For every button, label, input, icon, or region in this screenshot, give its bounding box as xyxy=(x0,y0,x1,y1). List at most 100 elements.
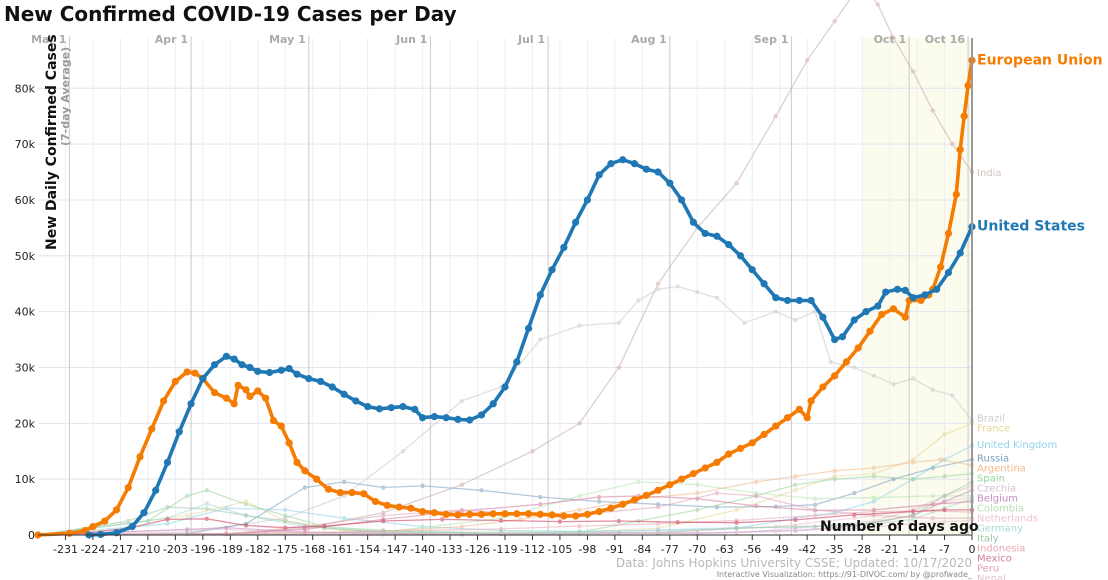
data-point xyxy=(184,493,190,499)
x-tick-label: -196 xyxy=(190,543,215,556)
data-point xyxy=(459,507,465,513)
data-point xyxy=(204,516,209,522)
data-point xyxy=(930,493,935,499)
data-point xyxy=(812,502,818,508)
data-point xyxy=(893,285,902,293)
data-point xyxy=(187,400,195,408)
data-point xyxy=(819,383,827,391)
series-end-label: Colombia xyxy=(977,503,1024,514)
data-point xyxy=(910,517,916,522)
data-point xyxy=(812,507,818,513)
data-point xyxy=(165,504,170,510)
data-point xyxy=(852,490,857,496)
x-tick-label: -140 xyxy=(410,543,435,556)
data-point xyxy=(689,469,697,478)
data-point xyxy=(459,482,465,487)
data-point xyxy=(713,232,721,240)
data-point xyxy=(871,373,877,379)
data-point xyxy=(616,518,622,524)
data-point xyxy=(269,416,278,425)
data-point xyxy=(399,402,407,411)
data-point xyxy=(917,296,925,305)
data-point xyxy=(572,218,580,226)
data-point xyxy=(498,518,504,523)
data-point xyxy=(714,490,720,496)
x-tick-label: -49 xyxy=(771,543,789,556)
data-point xyxy=(828,359,833,365)
data-point xyxy=(772,422,780,430)
data-point xyxy=(734,526,739,531)
data-point xyxy=(831,335,839,344)
date-marker-label: May 1 xyxy=(269,33,306,46)
data-point xyxy=(242,386,250,394)
data-point xyxy=(964,81,972,90)
series-nepal xyxy=(35,518,975,538)
data-point xyxy=(577,523,582,529)
data-point xyxy=(234,381,242,389)
data-point xyxy=(442,510,450,518)
data-point xyxy=(607,160,615,168)
data-point xyxy=(675,284,680,289)
series-end-label: European Union xyxy=(977,52,1103,68)
data-point xyxy=(572,512,580,520)
data-point xyxy=(285,364,293,373)
date-marker-label: Apr 1 xyxy=(155,33,188,46)
data-point xyxy=(210,389,219,397)
series-end-label: India xyxy=(977,168,1002,179)
x-tick-label: -119 xyxy=(493,543,518,556)
date-markers: Mar 1 Apr 1 May 1 Jun 1 Jul 1 Aug 1 Sep 1 Oct 1… xyxy=(31,33,969,535)
data-point xyxy=(654,486,662,494)
series-end-label: Spain xyxy=(977,473,1005,484)
x-tick-label: -7 xyxy=(939,543,950,556)
data-point xyxy=(140,509,148,517)
data-point xyxy=(956,249,964,257)
data-point xyxy=(381,513,386,518)
data-point xyxy=(889,305,898,313)
data-point xyxy=(501,510,509,518)
series-end-label: Russia xyxy=(977,453,1009,464)
series-european-union xyxy=(34,56,976,539)
series-line xyxy=(37,0,973,536)
data-point xyxy=(642,491,650,499)
x-tick-label: -182 xyxy=(245,543,270,556)
data-point xyxy=(930,502,935,507)
data-point xyxy=(583,196,592,204)
series-united-states xyxy=(85,156,976,539)
data-point xyxy=(97,530,105,539)
data-point xyxy=(341,479,347,485)
date-marker-label: Mar 1 xyxy=(31,33,66,46)
data-point xyxy=(124,483,132,492)
data-point xyxy=(430,413,438,421)
data-point xyxy=(753,493,759,499)
data-point xyxy=(301,467,309,475)
data-point xyxy=(313,475,321,483)
data-point xyxy=(725,450,733,458)
data-point xyxy=(910,476,916,482)
data-point xyxy=(942,507,947,513)
data-point xyxy=(793,482,798,487)
data-point xyxy=(636,298,641,303)
data-point xyxy=(440,517,445,522)
data-point xyxy=(577,323,582,328)
data-point xyxy=(254,387,262,395)
x-tick-label: -175 xyxy=(273,543,298,556)
y-tick-label: 80k xyxy=(15,82,36,95)
data-point xyxy=(595,507,603,516)
data-point xyxy=(322,523,327,529)
data-point xyxy=(736,444,745,453)
data-point xyxy=(655,531,661,536)
data-point xyxy=(742,320,747,325)
data-point xyxy=(734,180,739,186)
date-marker-label: Jul 1 xyxy=(517,33,545,46)
data-point xyxy=(793,517,798,523)
y-tick-label: 10k xyxy=(15,473,36,486)
x-tick-label: -224 xyxy=(80,543,105,556)
data-point xyxy=(454,415,462,424)
data-point xyxy=(411,405,419,413)
data-point xyxy=(921,291,929,299)
data-point xyxy=(199,375,207,383)
data-point xyxy=(387,404,395,412)
data-point xyxy=(795,405,803,413)
data-point xyxy=(852,526,857,531)
y-tick-label: 20k xyxy=(15,417,36,430)
